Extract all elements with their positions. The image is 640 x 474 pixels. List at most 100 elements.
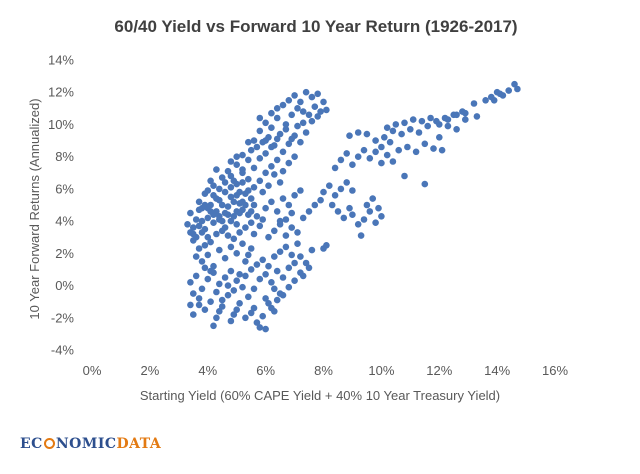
data-point (227, 243, 235, 251)
data-point (473, 113, 481, 120)
x-tick-label: 14% (484, 363, 510, 378)
data-point (375, 204, 382, 212)
data-point (331, 192, 339, 199)
data-point (433, 117, 440, 125)
data-point (245, 175, 252, 183)
data-point (297, 98, 304, 106)
data-point (299, 214, 307, 222)
y-tick-label: 6% (55, 181, 74, 196)
data-point (256, 222, 264, 230)
data-point (279, 195, 287, 202)
data-point (245, 251, 252, 259)
data-point (245, 156, 252, 164)
data-point (207, 298, 214, 306)
data-point (195, 222, 203, 230)
data-point (514, 85, 521, 93)
data-point (213, 314, 220, 322)
data-point (221, 274, 229, 281)
data-point (282, 243, 290, 251)
data-point (299, 108, 307, 115)
data-point (190, 311, 197, 318)
data-point (224, 167, 232, 175)
data-point (496, 90, 504, 98)
data-point (239, 240, 246, 247)
data-point (386, 138, 394, 146)
data-point (239, 198, 246, 206)
data-point (250, 164, 258, 172)
data-point (459, 108, 466, 115)
data-point (291, 259, 298, 267)
data-point (328, 201, 336, 209)
data-point (250, 230, 258, 238)
data-point (262, 169, 269, 177)
data-point (230, 213, 238, 220)
data-point (233, 161, 240, 168)
logo-o-icon (43, 438, 55, 449)
data-point (227, 184, 235, 191)
data-point (247, 146, 255, 154)
data-point (218, 296, 226, 304)
data-point (372, 148, 379, 156)
data-point (218, 303, 226, 310)
data-point (227, 317, 235, 325)
data-point (363, 201, 371, 209)
data-point (378, 143, 385, 151)
data-point (247, 219, 255, 226)
data-point (291, 277, 298, 285)
data-point (204, 214, 212, 222)
data-point (213, 166, 220, 173)
data-point (349, 161, 356, 168)
data-point (192, 272, 200, 280)
x-axis-ticks: 0% 2% 4% 6% 8% 10% 12% 14% 16% (83, 363, 569, 378)
data-point (253, 143, 261, 151)
y-tick-label: -4% (51, 343, 75, 358)
x-axis-label: Starting Yield (60% CAPE Yield + 40% 10 … (140, 388, 500, 403)
data-point (427, 114, 434, 122)
data-point (279, 148, 287, 156)
data-point (320, 98, 327, 106)
data-point (236, 300, 243, 307)
data-point (259, 188, 267, 196)
data-point (250, 285, 258, 293)
data-point (210, 262, 217, 270)
data-point (239, 166, 246, 173)
data-point (227, 172, 235, 180)
data-point (273, 296, 281, 304)
logo-text-nomic: NOMIC (55, 436, 117, 452)
data-point (389, 158, 397, 165)
data-point (279, 291, 287, 299)
data-point (230, 287, 238, 294)
data-point (407, 126, 414, 133)
data-point (305, 208, 313, 215)
data-point (299, 119, 307, 127)
data-point (187, 229, 194, 236)
logo-text-ec: EC (20, 436, 43, 452)
data-point (218, 174, 226, 181)
x-tick-label: 8% (314, 363, 333, 378)
y-tick-label: 14% (48, 53, 74, 68)
y-tick-label: 0% (55, 278, 74, 293)
data-point (230, 311, 238, 318)
data-point (250, 137, 258, 144)
data-point (195, 295, 203, 302)
data-point (187, 301, 194, 309)
economicdata-logo: EC NOMICDATA (20, 436, 161, 452)
data-point (256, 114, 264, 122)
data-point (265, 182, 272, 189)
data-point (357, 232, 365, 239)
data-point (242, 258, 249, 265)
data-point (253, 213, 261, 220)
data-point (195, 301, 203, 309)
y-tick-label: 12% (48, 85, 74, 100)
data-point (505, 87, 512, 94)
data-point (262, 295, 269, 302)
data-point (204, 233, 212, 241)
data-point (273, 156, 281, 164)
data-point (207, 267, 214, 275)
data-point (216, 308, 223, 315)
data-point (233, 153, 240, 160)
scatter-points (184, 80, 521, 333)
data-point (276, 130, 284, 138)
data-point (415, 129, 423, 136)
data-point (276, 179, 284, 186)
